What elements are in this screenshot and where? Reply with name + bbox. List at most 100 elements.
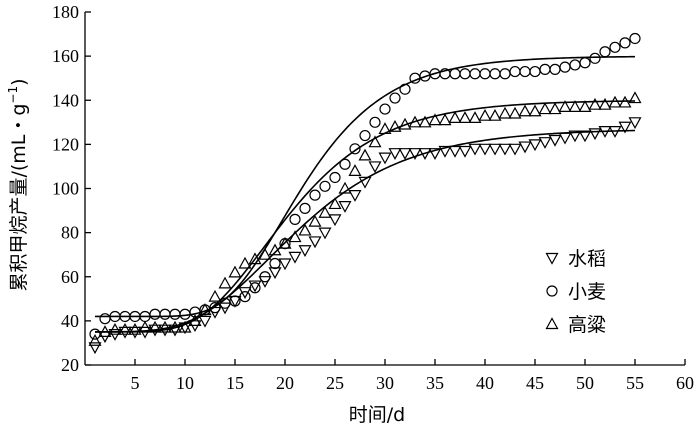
data-point xyxy=(539,63,551,75)
data-point xyxy=(448,111,462,124)
data-point xyxy=(358,176,372,189)
data-point xyxy=(408,148,422,160)
data-point xyxy=(369,116,381,128)
data-point xyxy=(418,115,432,128)
data-point xyxy=(509,65,521,78)
data-point xyxy=(529,65,541,78)
data-point xyxy=(318,227,332,240)
data-point xyxy=(438,145,452,158)
y-axis-title: 累积甲烷产量/(mL・g−1) xyxy=(6,78,30,291)
data-point xyxy=(259,271,271,283)
data-point xyxy=(548,134,562,147)
data-point xyxy=(238,256,252,269)
data-point xyxy=(299,202,311,214)
data-point xyxy=(469,68,481,80)
data-point xyxy=(388,148,402,160)
data-point xyxy=(208,289,222,302)
data-point xyxy=(538,137,552,149)
data-point xyxy=(159,308,171,320)
series-markers xyxy=(88,117,642,355)
data-point xyxy=(609,41,621,53)
data-point xyxy=(368,161,382,174)
data-point xyxy=(399,83,411,95)
data-point xyxy=(628,91,642,104)
y-tick-label: 40 xyxy=(61,311,79,331)
legend-marker xyxy=(545,317,559,330)
y-tick-label: 80 xyxy=(61,223,79,243)
data-point xyxy=(549,63,561,75)
data-point xyxy=(269,257,281,270)
data-point xyxy=(408,115,422,128)
data-point xyxy=(478,108,492,121)
data-point xyxy=(478,143,492,156)
legend-marker xyxy=(545,252,559,265)
data-point xyxy=(588,128,602,141)
data-point xyxy=(278,236,292,249)
data-point xyxy=(188,314,202,326)
data-point xyxy=(579,57,591,69)
data-point xyxy=(438,113,452,126)
data-point xyxy=(558,132,572,145)
data-point xyxy=(479,68,491,80)
data-point xyxy=(608,126,622,138)
data-point xyxy=(288,251,302,264)
data-point xyxy=(198,303,212,315)
data-point xyxy=(589,52,601,64)
x-tick-label: 45 xyxy=(526,373,544,393)
data-point xyxy=(268,243,282,256)
data-point xyxy=(498,143,512,156)
data-point xyxy=(468,143,482,156)
data-point xyxy=(449,68,461,80)
data-point xyxy=(488,143,502,156)
data-point xyxy=(348,190,362,202)
data-point xyxy=(338,181,352,194)
data-point xyxy=(288,230,302,243)
data-point xyxy=(359,129,371,142)
data-point xyxy=(528,139,542,152)
data-point xyxy=(418,148,432,160)
data-point xyxy=(348,164,362,176)
data-point xyxy=(149,308,161,320)
data-point xyxy=(528,104,542,117)
data-point xyxy=(578,100,592,112)
data-point xyxy=(88,333,102,346)
data-point xyxy=(339,158,351,170)
fit-curve xyxy=(95,55,636,318)
data-point xyxy=(308,236,322,249)
data-point xyxy=(249,282,261,294)
y-ticks: 20 40 60 80 100 120 140 160 180 xyxy=(52,2,91,375)
series-markers xyxy=(89,32,641,340)
data-point xyxy=(128,326,142,339)
data-point xyxy=(398,117,412,130)
data-point xyxy=(168,324,182,337)
data-point xyxy=(568,100,582,112)
data-point xyxy=(379,103,391,115)
data-point xyxy=(459,68,471,80)
data-point xyxy=(88,342,102,355)
x-tick-label: 25 xyxy=(326,373,344,393)
data-point xyxy=(209,302,221,314)
data-point xyxy=(598,97,612,110)
data-point xyxy=(268,267,282,280)
data-point xyxy=(248,252,262,265)
data-point xyxy=(538,102,552,115)
data-point xyxy=(458,111,472,124)
legend-label: 水稻 xyxy=(568,248,606,270)
data-point xyxy=(618,121,632,134)
data-point xyxy=(378,122,392,135)
data-point xyxy=(558,100,572,112)
y-tick-label: 160 xyxy=(52,46,79,66)
data-point xyxy=(389,92,401,104)
y-tick-label: 120 xyxy=(52,134,79,154)
data-point xyxy=(578,130,592,143)
data-point xyxy=(519,65,531,78)
data-point xyxy=(208,306,222,319)
x-tick-label: 55 xyxy=(626,373,644,393)
data-point xyxy=(508,106,522,119)
data-point xyxy=(89,328,101,340)
data-point xyxy=(319,180,331,192)
legend-label: 高粱 xyxy=(568,314,606,336)
x-tick-label: 50 xyxy=(576,373,594,393)
y-tick-label: 140 xyxy=(52,90,79,110)
